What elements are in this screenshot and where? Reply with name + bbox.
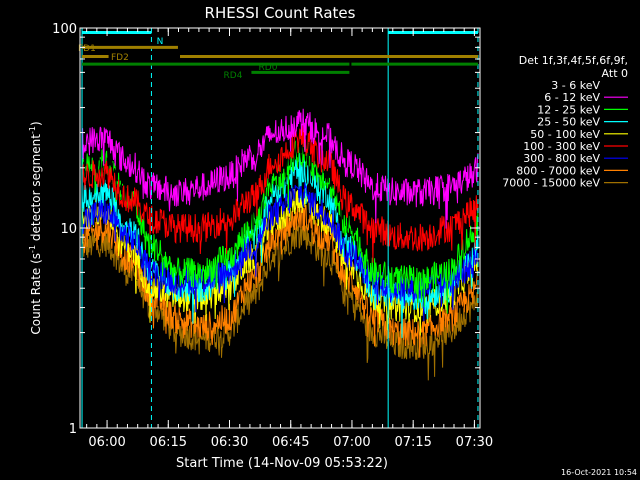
y-label-exp1: -1 — [28, 245, 37, 253]
legend-label: 800 - 7000 keV — [516, 164, 600, 177]
y-tick-label: 10 — [60, 222, 77, 237]
x-tick-label: 06:00 — [88, 435, 125, 450]
x-tick-label: 07:15 — [394, 435, 431, 450]
legend-label: 6 - 12 keV — [544, 91, 600, 104]
legend-label: 25 - 50 keV — [537, 116, 600, 129]
x-tick-label: 06:30 — [211, 435, 248, 450]
series-line — [81, 125, 479, 263]
y-label-exp2: -1 — [28, 126, 37, 134]
legend-label: 50 - 100 keV — [530, 128, 600, 141]
timestamp: 16-Oct-2021 10:54 — [561, 468, 637, 477]
legend-label: 3 - 6 keV — [551, 79, 600, 92]
x-tick-label: 07:00 — [333, 435, 370, 450]
y-label-main: Count Rate (s — [29, 253, 43, 335]
plot-area: N FD1 FD2 RD0 RD4 — [78, 28, 479, 428]
series-line — [81, 223, 479, 381]
legend-label: 7000 - 15000 keV — [502, 177, 600, 190]
y-tick-label: 1 — [69, 422, 77, 437]
x-tick-label: 06:15 — [150, 435, 187, 450]
legend-header-line1: Det 1f,3f,4f,5f,6f,9f, — [519, 54, 628, 67]
y-axis: 1 10 100 — [52, 22, 480, 437]
state-bar-label: FD2 — [111, 53, 129, 63]
legend-label: 100 - 300 keV — [523, 140, 600, 153]
series-line — [81, 188, 479, 336]
y-label-end: ) — [29, 121, 43, 126]
legend: Det 1f,3f,4f,5f,6f,9f, Att 0 3 - 6 keV6 … — [502, 54, 628, 190]
legend-label: 12 - 25 keV — [537, 103, 600, 116]
x-tick-label: 06:45 — [272, 435, 309, 450]
series-line — [81, 139, 479, 314]
state-bar-label: FD1 — [78, 44, 96, 54]
chart-title: RHESSI Count Rates — [205, 4, 356, 22]
x-axis-label: Start Time (14-Nov-09 05:53:22) — [176, 456, 388, 471]
y-label-mid: detector segment — [29, 134, 43, 245]
x-axis: 06:00 06:15 06:30 06:45 07:00 07:15 07:30 — [86, 28, 493, 450]
legend-header-line2: Att 0 — [602, 67, 628, 80]
state-bar-label: RD0 — [259, 63, 278, 73]
y-tick-label: 100 — [52, 22, 77, 37]
series-line — [81, 108, 479, 229]
x-tick-label: 07:30 — [456, 435, 493, 450]
state-bar-label: RD4 — [224, 71, 243, 81]
series-line — [81, 182, 479, 322]
state-bar-label: N — [157, 37, 164, 47]
legend-label: 300 - 800 keV — [523, 152, 600, 165]
y-axis-label: Count Rate (s-1 detector segment-1) — [28, 121, 43, 334]
